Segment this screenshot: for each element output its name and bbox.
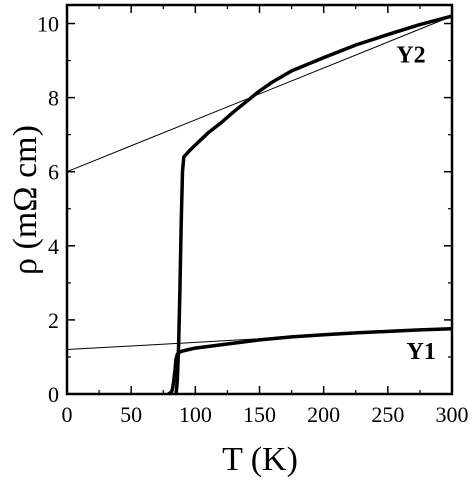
- data-curves: [167, 14, 453, 396]
- x-axis-label: T (K): [222, 441, 298, 478]
- series-line-y1: [167, 327, 453, 396]
- y-tick-label: 2: [48, 308, 59, 333]
- x-tick-label: 100: [179, 402, 212, 427]
- axis-ticks: [66, 5, 453, 395]
- x-tick-label: 200: [307, 402, 340, 427]
- x-tick-label: 50: [120, 402, 142, 427]
- x-tick-label: 150: [243, 402, 276, 427]
- linear-fit-lines: [66, 15, 453, 351]
- series-label-y1: Y1: [407, 339, 436, 365]
- y-tick-label: 8: [48, 86, 59, 111]
- series-line-y2: [174, 14, 453, 395]
- y-tick-label: 0: [48, 382, 59, 407]
- y-tick-label: 10: [37, 12, 59, 37]
- x-tick-label: 0: [62, 402, 73, 427]
- y-tick-label: 4: [48, 234, 59, 259]
- x-tick-label: 300: [436, 402, 469, 427]
- fit-line-1: [66, 15, 453, 173]
- y-axis-label: ρ (mΩ cm): [7, 125, 44, 275]
- y-tick-label: 6: [48, 160, 59, 185]
- series-label-y2: Y2: [396, 42, 425, 68]
- x-tick-label: 250: [371, 402, 404, 427]
- series-annotations: Y2 Y1: [396, 42, 436, 364]
- tick-labels: 0 50 100 150 200 250 300 0 2 4 6 8 10: [37, 12, 469, 427]
- plot-frame: [65, 3, 454, 396]
